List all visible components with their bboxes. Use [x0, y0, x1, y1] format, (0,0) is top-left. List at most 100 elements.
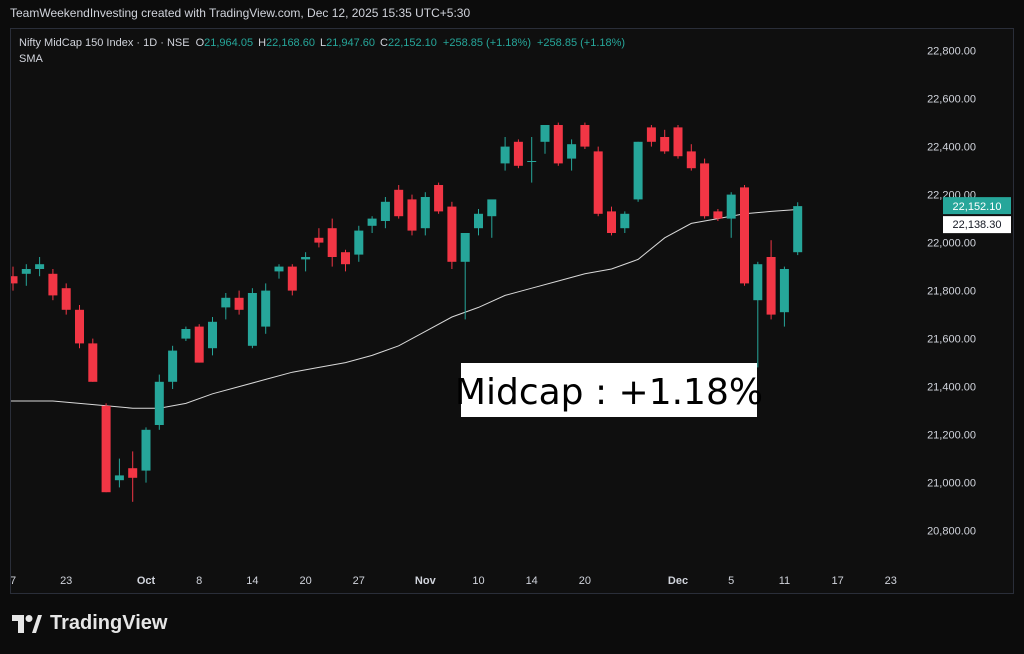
- candle: [380, 197, 390, 229]
- x-tick-label: 7: [11, 575, 16, 587]
- candle-body: [500, 146, 510, 164]
- candle: [21, 264, 31, 286]
- candle: [128, 451, 138, 502]
- candle: [301, 252, 311, 272]
- legend: Nifty MidCap 150 Index · 1D · NSE O21,964…: [19, 37, 625, 65]
- y-tick-label: 22,600.00: [927, 94, 976, 106]
- open-value: 21,964.05: [204, 37, 253, 49]
- price-axis: 20,800.00 21,000.00 21,200.00 21,400.00 21,6…: [927, 46, 976, 538]
- high-label: H: [258, 37, 266, 49]
- candle-body: [527, 161, 537, 162]
- candle: [447, 201, 457, 269]
- symbol-label: Nifty MidCap 150 Index · 1D · NSE: [19, 37, 190, 49]
- candle-body: [101, 405, 111, 493]
- low-label: L: [320, 37, 326, 49]
- y-tick-label: 22,800.00: [927, 46, 976, 58]
- candle-layer: [11, 122, 803, 502]
- candle: [367, 216, 377, 233]
- candle: [88, 338, 98, 382]
- indicator-label: SMA: [19, 53, 44, 65]
- open-label: O: [196, 37, 205, 49]
- candle: [234, 290, 244, 315]
- candle-body: [61, 288, 71, 310]
- candle: [261, 283, 271, 334]
- candle: [660, 129, 670, 154]
- y-tick-label: 22,000.00: [927, 238, 976, 250]
- candle-body: [208, 321, 217, 349]
- candle: [354, 225, 364, 262]
- candle-body: [327, 228, 337, 257]
- candle: [567, 139, 577, 171]
- x-tick-label: Dec: [668, 575, 688, 587]
- candle: [686, 144, 696, 171]
- candle: [513, 139, 523, 169]
- candle-body: [607, 211, 616, 233]
- candle-body: [673, 127, 683, 157]
- tradingview-footer: TradingView: [12, 612, 167, 635]
- sma-price-badge: 22,138.30: [943, 216, 1011, 234]
- candle-body: [620, 213, 630, 229]
- candle: [474, 209, 483, 236]
- last-price-badge: 22,152.10: [943, 197, 1011, 215]
- sma-layer: [11, 209, 798, 409]
- candle: [314, 228, 324, 248]
- chart-panel[interactable]: 20,800.00 21,000.00 21,200.00 21,400.00 21,6…: [10, 28, 1014, 594]
- candle-body: [154, 381, 164, 425]
- candle-body: [301, 257, 311, 260]
- y-tick-label: 21,200.00: [927, 430, 976, 442]
- y-tick-label: 21,600.00: [927, 334, 976, 346]
- candle-body: [487, 199, 497, 217]
- y-tick-label: 21,000.00: [927, 478, 976, 490]
- candle: [221, 293, 231, 320]
- candle-body: [646, 127, 656, 142]
- candle-body: [234, 297, 244, 310]
- candle-body: [194, 326, 204, 363]
- candle-body: [660, 137, 670, 152]
- candle-body: [553, 125, 563, 164]
- tradingview-logo-icon: [12, 614, 42, 633]
- candle: [154, 374, 164, 430]
- candle-body: [168, 350, 178, 382]
- candle: [247, 288, 257, 349]
- candle: [208, 317, 217, 356]
- candle: [181, 326, 191, 341]
- candle-body: [380, 201, 390, 221]
- candle-body: [11, 276, 18, 284]
- candle: [61, 283, 71, 315]
- candlestick-chart[interactable]: 20,800.00 21,000.00 21,200.00 21,400.00 21,6…: [11, 29, 1013, 593]
- candle-body: [48, 273, 58, 296]
- candle-body: [341, 252, 350, 265]
- candle-body: [128, 468, 138, 478]
- candle-body: [740, 187, 749, 284]
- candle-body: [367, 218, 377, 226]
- candle-body: [726, 194, 736, 219]
- candle: [713, 209, 723, 221]
- candle: [766, 240, 776, 320]
- candle-body: [354, 230, 364, 255]
- close-value: 22,152.10: [388, 37, 437, 49]
- y-tick-label: 21,800.00: [927, 286, 976, 298]
- candle-body: [114, 475, 124, 481]
- x-tick-label: 17: [831, 575, 843, 587]
- candle-body: [261, 290, 271, 327]
- y-tick-label: 20,800.00: [927, 526, 976, 538]
- candle: [194, 324, 204, 363]
- candle: [540, 125, 550, 154]
- change-value-secondary: +258.85 (+1.18%): [537, 37, 625, 49]
- x-tick-label: Oct: [137, 575, 156, 587]
- candle: [434, 182, 444, 214]
- y-tick-label: 21,400.00: [927, 382, 976, 394]
- candle: [527, 137, 537, 183]
- candle: [580, 122, 590, 149]
- candle-body: [540, 125, 550, 142]
- candle: [48, 269, 58, 301]
- candle: [11, 266, 18, 291]
- candle-body: [221, 297, 231, 308]
- x-tick-label: 20: [299, 575, 311, 587]
- candle-body: [753, 264, 763, 301]
- candle: [394, 185, 404, 219]
- x-tick-label: 27: [353, 575, 365, 587]
- candle: [793, 202, 803, 256]
- candle: [101, 403, 111, 493]
- svg-text:22,138.30: 22,138.30: [953, 219, 1002, 231]
